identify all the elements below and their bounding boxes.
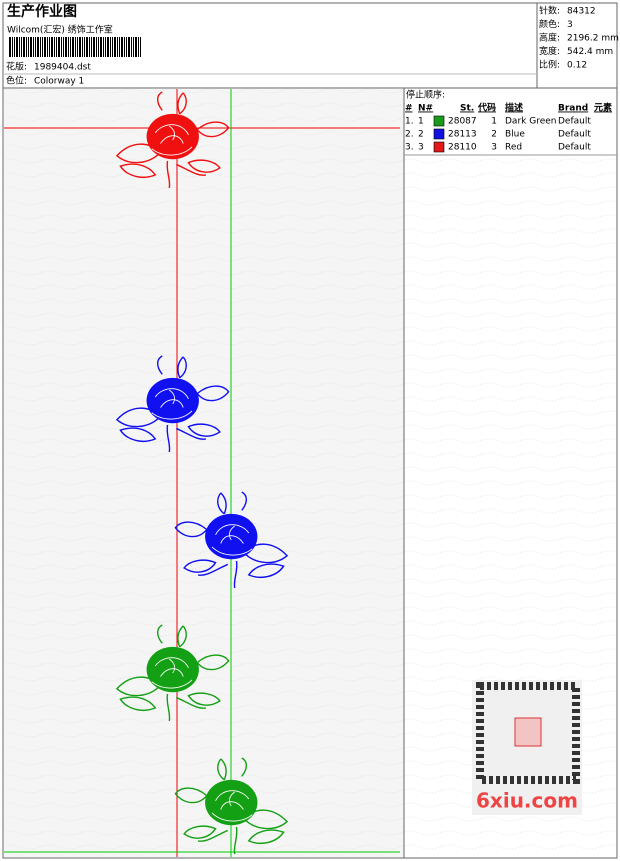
swatch — [433, 115, 445, 127]
title: 生产作业图 — [7, 3, 77, 20]
swatch — [433, 128, 445, 140]
cell: Blue — [505, 130, 525, 140]
column-header: 描述 — [505, 102, 523, 114]
cell: 3 — [491, 143, 497, 153]
stat-label: 比例: — [539, 59, 560, 71]
cell: 2. — [405, 130, 414, 140]
design-label: 花版: — [6, 61, 27, 73]
stat-value: 0.12 — [567, 61, 587, 71]
swatch — [433, 141, 445, 153]
stat-label: 颜色: — [539, 18, 560, 30]
cell: Red — [505, 143, 522, 153]
cell: 28113 — [448, 130, 477, 140]
cell: 1 — [418, 117, 424, 127]
colorway: Colorway 1 — [34, 77, 84, 87]
stat-value: 542.4 mm — [567, 47, 613, 57]
cell: 3 — [418, 143, 424, 153]
column-header: St. — [460, 104, 474, 114]
column-header: N# — [418, 104, 433, 114]
cell: 1 — [491, 117, 497, 127]
stat-label: 针数: — [539, 5, 560, 17]
cell: 3. — [405, 143, 414, 153]
cell: 28087 — [448, 117, 477, 127]
stats: 针数: 84312 颜色: 3 高度: 2196.2 mm 宽度: 542.4 mm 比例: 0.… — [539, 5, 619, 71]
colorway-label: 色位: — [6, 75, 27, 87]
cell: 28110 — [448, 143, 477, 153]
cell: 1. — [405, 117, 414, 127]
stop-title: 停止顺序: — [406, 89, 445, 101]
cell: Default — [558, 117, 591, 127]
qr-logo — [514, 717, 542, 747]
subtitle: Wilcom(汇宏) 绣饰工作室 — [7, 24, 113, 36]
design-texture — [4, 89, 404, 857]
column-header: 元素 — [594, 102, 612, 114]
cell: 2 — [418, 130, 424, 140]
qr-box — [472, 680, 582, 815]
column-header: Brand — [558, 104, 588, 114]
stat-value: 84312 — [567, 7, 596, 17]
stop-table: # N# St. 代码 描述 Brand 元素1. 1 28087 1 Dark Green Defa… — [405, 102, 612, 153]
cell: Default — [558, 130, 591, 140]
barcode — [8, 37, 141, 57]
column-header: 代码 — [477, 102, 496, 114]
cell: Dark Green — [505, 117, 556, 127]
cell: 2 — [491, 130, 497, 140]
stat-label: 宽度: — [539, 45, 560, 57]
watermark: 6xiu.com — [476, 789, 578, 813]
design: 1989404.dst — [34, 63, 91, 73]
column-header: # — [405, 104, 413, 114]
cell: Default — [558, 143, 591, 153]
qr-code — [476, 682, 580, 784]
stat-value: 3 — [567, 20, 573, 30]
stat-value: 2196.2 mm — [567, 34, 619, 44]
stat-label: 高度: — [539, 32, 560, 44]
